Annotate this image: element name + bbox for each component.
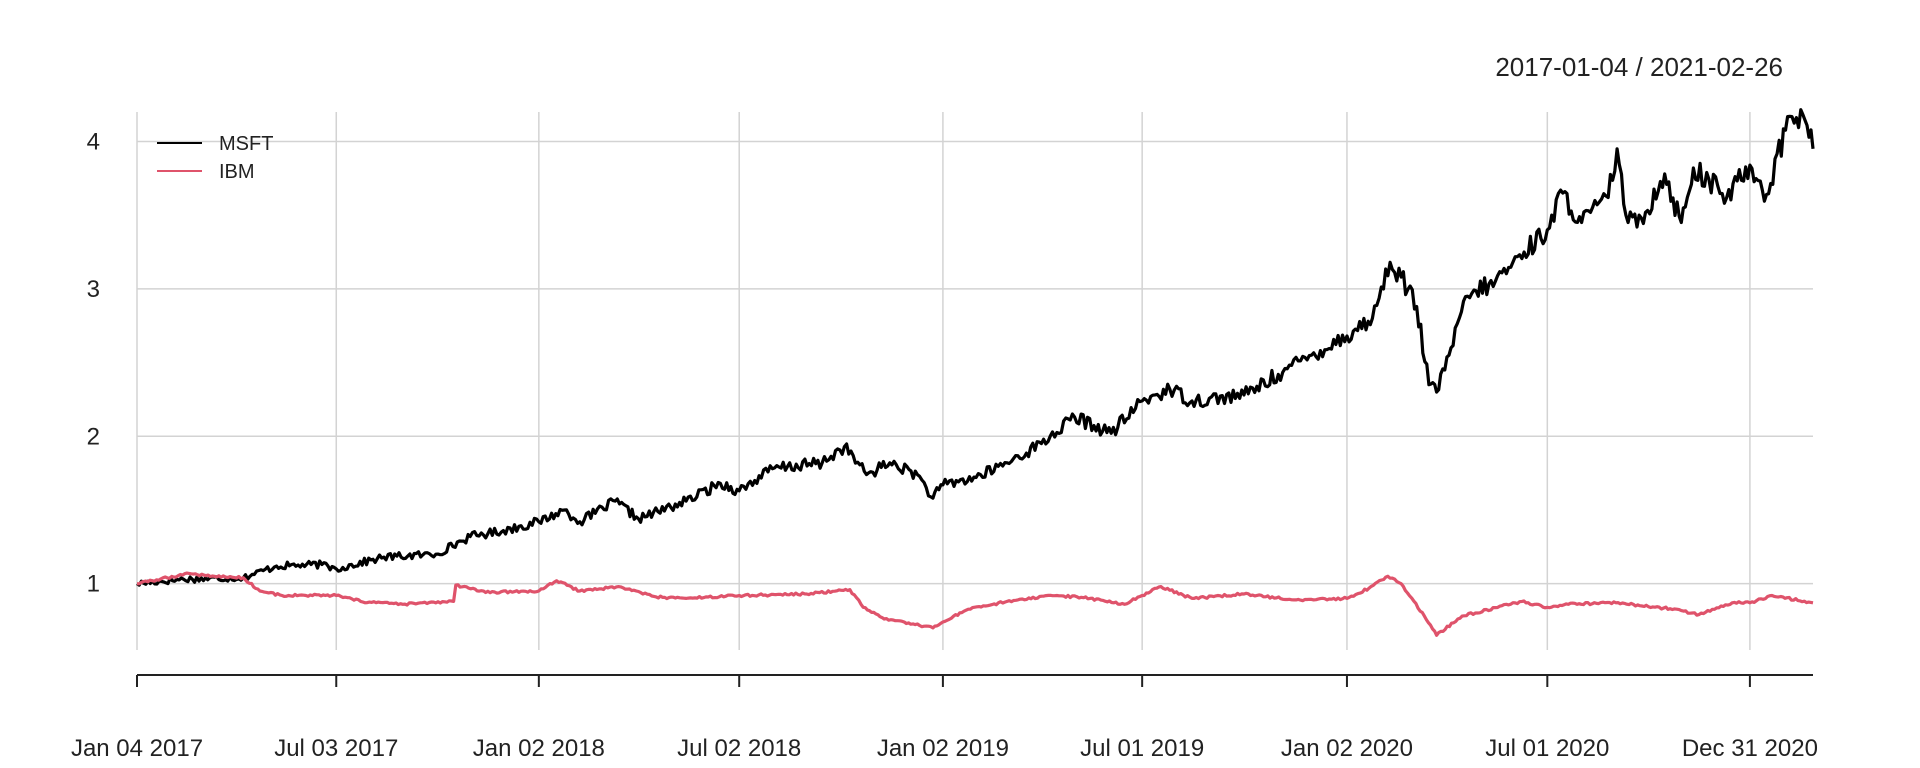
x-tick-label: Jul 03 2017 bbox=[274, 735, 398, 762]
x-tick-label: Jul 01 2019 bbox=[1080, 735, 1204, 762]
legend: MSFT IBM bbox=[157, 133, 273, 183]
axis-layer: 1 2 3 4 Jan 04 2017 Jul 03 2017 Jan 02 2018 Jul… bbox=[71, 128, 1818, 762]
series-line-ibm bbox=[136, 571, 1814, 637]
x-tick-label: Jan 02 2018 bbox=[473, 735, 605, 762]
series-line-msft bbox=[136, 108, 1815, 587]
date-range-label: 2017-01-04 / 2021-02-26 bbox=[1495, 52, 1783, 82]
y-tick-label: 1 bbox=[87, 571, 100, 598]
series-layer bbox=[136, 108, 1815, 637]
legend-label-msft: MSFT bbox=[219, 133, 273, 155]
x-tick-label: Jul 01 2020 bbox=[1485, 735, 1609, 762]
y-tick-label: 3 bbox=[87, 276, 100, 303]
x-tick-label: Jul 02 2018 bbox=[677, 735, 801, 762]
x-tick-label: Jan 02 2020 bbox=[1281, 735, 1413, 762]
legend-label-ibm: IBM bbox=[219, 161, 255, 183]
grid-layer bbox=[136, 112, 1813, 650]
x-tick-label: Jan 04 2017 bbox=[71, 735, 203, 762]
x-tick-label: Jan 02 2019 bbox=[877, 735, 1009, 762]
y-tick-label: 4 bbox=[87, 128, 100, 155]
x-tick-label: Dec 31 2020 bbox=[1682, 735, 1818, 762]
y-tick-label: 2 bbox=[87, 423, 100, 450]
